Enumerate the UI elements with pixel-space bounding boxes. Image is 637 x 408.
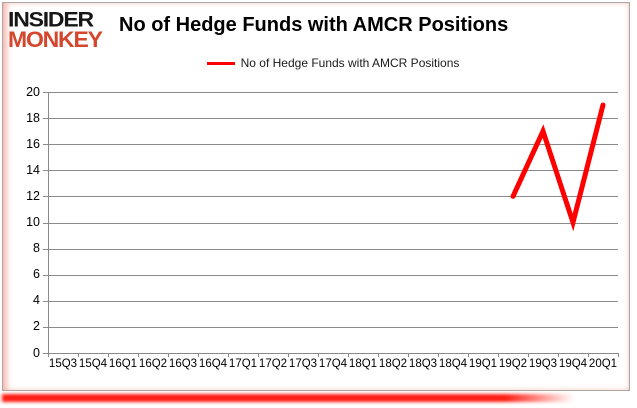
y-tick-label: 18 [26, 110, 40, 125]
x-tick-label: 18Q1 [348, 358, 378, 370]
x-tick-label: 16Q1 [108, 358, 138, 370]
x-tick-label: 15Q4 [78, 358, 108, 370]
y-tick-label: 12 [26, 188, 40, 203]
x-tick-label: 17Q3 [288, 358, 318, 370]
insider-monkey-logo: INSIDER MONKEY [8, 7, 103, 52]
x-tick-label: 17Q4 [318, 358, 348, 370]
x-tick-label: 19Q1 [468, 358, 498, 370]
logo-text-insider: INSIDER [8, 7, 94, 32]
x-tick-label: 16Q3 [168, 358, 198, 370]
x-tick-label: 16Q2 [138, 358, 168, 370]
gridlines-and-axes [43, 92, 619, 357]
chart-title: No of Hedge Funds with AMCR Positions [119, 14, 509, 36]
x-tick-label: 16Q4 [198, 358, 228, 370]
red-glow-bottom [2, 394, 574, 402]
y-tick-label: 6 [33, 267, 40, 282]
y-tick-label: 14 [26, 162, 40, 177]
y-tick-label: 8 [33, 241, 40, 256]
x-tick-label: 19Q2 [498, 358, 528, 370]
x-tick-label: 18Q3 [408, 358, 438, 370]
x-tick-label: 19Q3 [528, 358, 558, 370]
logo-text-monkey: MONKEY [8, 27, 103, 52]
y-tick-label: 2 [33, 319, 40, 334]
x-tick-label: 19Q4 [558, 358, 588, 370]
series-line-amcr [510, 102, 606, 232]
x-tick-label: 18Q4 [438, 358, 468, 370]
x-tick-label: 17Q1 [228, 358, 258, 370]
y-tick-label: 10 [26, 215, 40, 229]
x-tick-label: 18Q2 [378, 358, 408, 370]
x-tick-label: 15Q3 [48, 358, 78, 370]
y-tick-label: 0 [33, 345, 40, 360]
x-tick-label: 20Q1 [588, 358, 618, 370]
y-tick-label: 16 [26, 136, 40, 151]
y-tick-label: 20 [26, 84, 40, 99]
x-tick-label: 17Q2 [258, 358, 288, 370]
y-tick-label: 4 [33, 293, 40, 308]
legend-label: No of Hedge Funds with AMCR Positions [240, 56, 460, 70]
legend: No of Hedge Funds with AMCR Positions [48, 55, 618, 71]
legend-line-swatch [206, 61, 235, 65]
